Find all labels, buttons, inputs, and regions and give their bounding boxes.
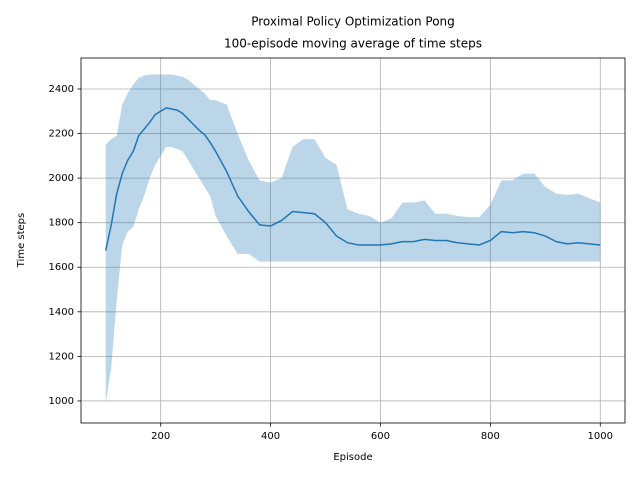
y-axis-label: Time steps [16,213,27,269]
y-tick-label: 2400 [49,84,74,95]
chart-subtitle: 100-episode moving average of time steps [224,37,482,51]
y-tick-label: 1000 [49,396,74,407]
x-tick-label: 400 [261,431,280,442]
x-tick-label: 800 [481,431,500,442]
y-tick-label: 1800 [49,218,74,229]
y-tick-label: 2200 [49,129,74,140]
y-tick-label: 2000 [49,173,74,184]
x-tick-label: 600 [371,431,390,442]
y-tick-label: 1400 [49,307,74,318]
line [104,107,601,251]
plot-frame [80,57,626,424]
x-axis-label: Episode [333,452,372,463]
y-tick-label: 1600 [49,262,74,273]
band [105,74,601,404]
y-tick-label: 1200 [49,351,74,362]
x-tick-label: 1000 [588,431,613,442]
chart-title: Proximal Policy Optimization Pong [251,15,455,29]
x-tick-label: 200 [151,431,170,442]
